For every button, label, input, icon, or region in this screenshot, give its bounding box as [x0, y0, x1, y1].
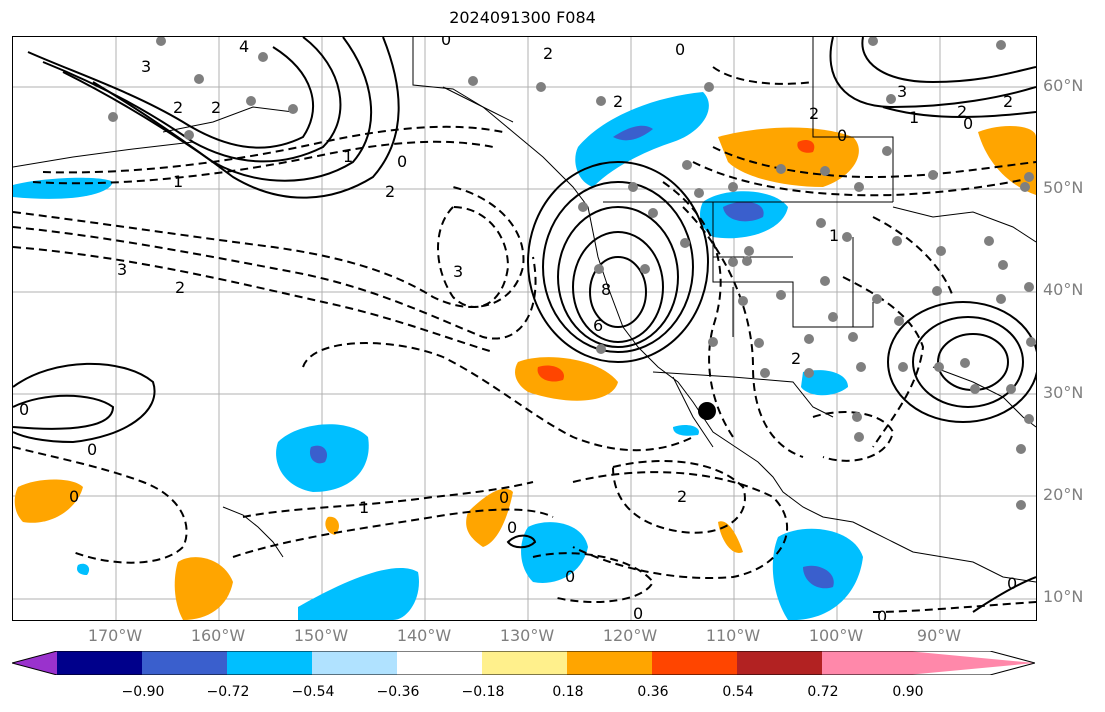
- negative-contours: [13, 66, 1036, 613]
- lon-label: 160°W: [190, 626, 246, 645]
- coastlines: [13, 37, 1036, 583]
- colorbar-segment: [907, 651, 1035, 675]
- colorbar-segment: [737, 651, 822, 675]
- colorbar-segment: [57, 651, 142, 675]
- colorbar-segment: [142, 651, 227, 675]
- colorbar-tick-label: 0.36: [637, 684, 669, 700]
- contour-label: 0: [877, 607, 887, 620]
- contour-label: 0: [565, 567, 575, 586]
- contour-label: 0: [397, 152, 407, 171]
- colorbar-segment: [12, 651, 57, 675]
- contour-label: 2: [173, 98, 183, 117]
- lon-label: 130°W: [499, 626, 555, 645]
- lon-label: 100°W: [808, 626, 864, 645]
- lon-label: 140°W: [396, 626, 452, 645]
- contour-label: 1: [359, 498, 369, 517]
- lon-label: 110°W: [705, 626, 761, 645]
- contour-label: 0: [507, 518, 517, 537]
- colorbar-segment: [822, 651, 907, 675]
- colorbar-tick-label: −0.90: [121, 684, 165, 700]
- lat-label: 30°N: [1043, 383, 1084, 402]
- colorbar-segment: [227, 651, 312, 675]
- colorbar: [12, 651, 1035, 675]
- colorbar-tick-label: −0.36: [376, 684, 420, 700]
- contour-label: 3: [897, 82, 907, 101]
- contour-label: 0: [1007, 574, 1017, 593]
- contour-label: 2: [385, 182, 395, 201]
- anomaly-shading: [13, 92, 1036, 620]
- contour-label: 0: [963, 114, 973, 133]
- contour-label: 8: [601, 280, 611, 299]
- contour-label: 3: [117, 260, 127, 279]
- contour-label: 2: [613, 92, 623, 111]
- lat-label: 60°N: [1043, 76, 1084, 95]
- contour-label: 2: [957, 102, 967, 121]
- contour-label: 2: [543, 44, 553, 63]
- contour-label: 0: [69, 487, 79, 506]
- contour-label: 2: [175, 278, 185, 297]
- map-canvas: 4 3 2 2 1 0 1 2 3 2 3 8 6 2 0 2 0 2 3 2 …: [13, 37, 1036, 620]
- contour-label: 0: [837, 126, 847, 145]
- colorbar-tick-label: −0.18: [461, 684, 505, 700]
- colorbar-tick-label: 0.72: [807, 684, 839, 700]
- contour-label: 0: [675, 40, 685, 59]
- colorbar-tick-label: 0.90: [892, 684, 924, 700]
- lat-label: 40°N: [1043, 280, 1084, 299]
- lat-label: 10°N: [1043, 587, 1084, 606]
- contour-label: 1: [909, 108, 919, 127]
- colorbar-segment: [397, 651, 482, 675]
- station-dots: [108, 37, 1036, 510]
- contour-label: 1: [173, 172, 183, 191]
- lon-label: 170°W: [87, 626, 143, 645]
- contour-label-group: 4 3 2 2 1 0 1 2 3 2 3 8 6 2 0 2 0 2 3 2 …: [19, 37, 1017, 620]
- contour-label: 4: [239, 37, 249, 56]
- contour-label: 0: [441, 37, 451, 49]
- lon-label: 150°W: [293, 626, 349, 645]
- colorbar-segment: [482, 651, 567, 675]
- lon-label: 90°W: [916, 626, 962, 645]
- contour-label: 0: [633, 604, 643, 620]
- contour-label: 3: [453, 262, 463, 281]
- colorbar-tick-label: −0.72: [206, 684, 250, 700]
- target-location-marker: [698, 402, 716, 420]
- lon-label: 120°W: [602, 626, 658, 645]
- contour-label: 2: [791, 349, 801, 368]
- contour-label: 0: [499, 488, 509, 507]
- contour-label: 1: [829, 226, 839, 245]
- lat-label: 50°N: [1043, 178, 1084, 197]
- map-title: 2024091300 F084: [449, 8, 596, 27]
- contour-label: 0: [19, 400, 29, 419]
- contour-label: 2: [677, 487, 687, 506]
- contour-label: 2: [1003, 92, 1013, 111]
- contour-label: 3: [141, 57, 151, 76]
- colorbar-tick-label: 0.54: [722, 684, 754, 700]
- colorbar-segment: [312, 651, 397, 675]
- colorbar-tick-label: −0.54: [291, 684, 335, 700]
- contour-label: 2: [809, 104, 819, 123]
- contour-label: 0: [87, 440, 97, 459]
- contour-label: 2: [211, 98, 221, 117]
- positive-contours: [13, 37, 1036, 613]
- colorbar-segment: [652, 651, 737, 675]
- contour-label: 1: [343, 147, 353, 166]
- contour-label: 6: [593, 316, 603, 335]
- map-panel: 4 3 2 2 1 0 1 2 3 2 3 8 6 2 0 2 0 2 3 2 …: [12, 36, 1037, 621]
- colorbar-tick-label: 0.18: [552, 684, 584, 700]
- lat-label: 20°N: [1043, 485, 1084, 504]
- colorbar-segment: [567, 651, 652, 675]
